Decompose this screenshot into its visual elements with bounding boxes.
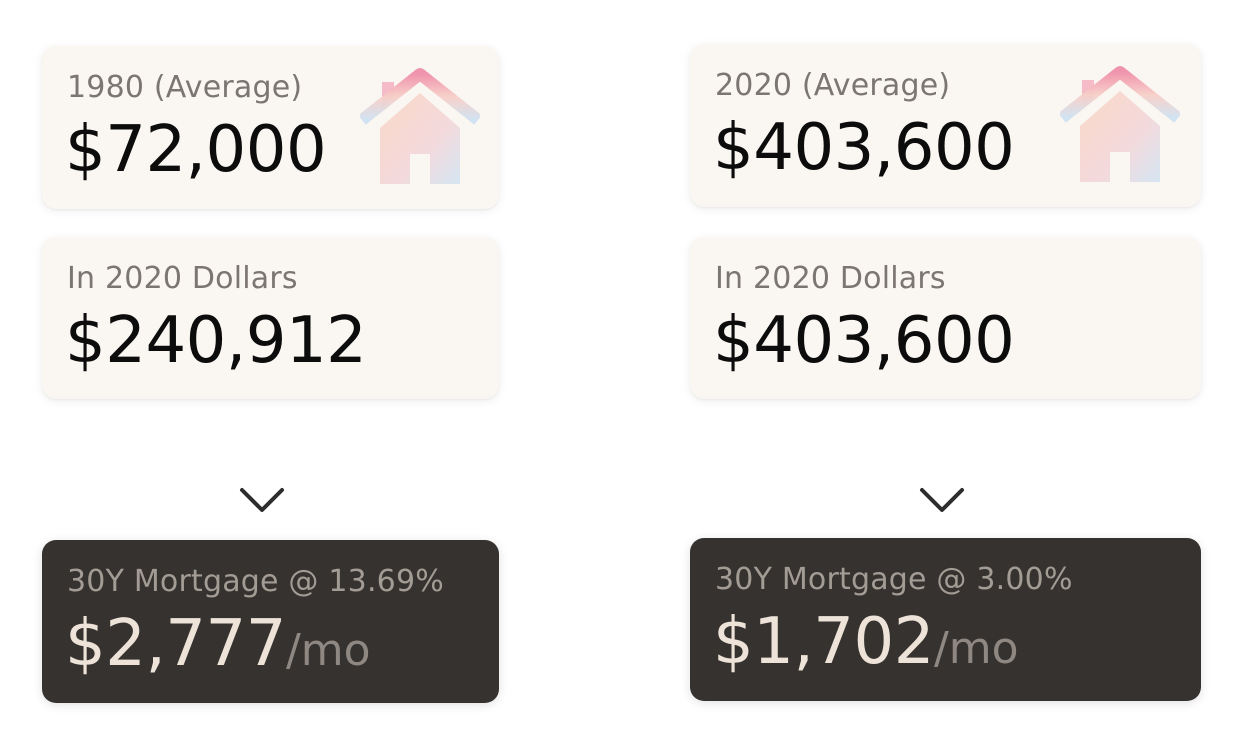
adjusted-price: $403,600	[713, 304, 1015, 378]
adjusted-price-card-right: In 2020 Dollars $403,600	[690, 237, 1201, 399]
adjusted-price: $240,912	[65, 304, 367, 378]
mortgage-payment: $1,702	[713, 605, 934, 679]
mortgage-label: 30Y Mortgage @ 3.00%	[715, 562, 1073, 597]
mortgage-payment-line: $1,702/mo	[713, 610, 1019, 674]
mortgage-payment: $2,777	[65, 607, 286, 681]
year-price: $403,600	[713, 111, 1015, 185]
adjusted-label: In 2020 Dollars	[67, 261, 298, 296]
house-icon	[360, 68, 480, 184]
year-price-card-2020: 2020 (Average) $403,600	[690, 44, 1201, 207]
house-icon	[1060, 66, 1180, 182]
mortgage-label: 30Y Mortgage @ 13.69%	[67, 564, 444, 599]
mortgage-unit: /mo	[933, 623, 1019, 674]
adjusted-price-card-left: In 2020 Dollars $240,912	[42, 237, 499, 399]
year-price: $72,000	[65, 113, 327, 187]
mortgage-card-left: 30Y Mortgage @ 13.69% $2,777/mo	[42, 540, 499, 703]
year-label: 1980 (Average)	[67, 70, 303, 105]
arrow-down-icon	[240, 430, 284, 512]
adjusted-label: In 2020 Dollars	[715, 261, 946, 296]
arrow-down-icon	[920, 430, 964, 512]
mortgage-unit: /mo	[285, 625, 371, 676]
year-price-card-1980: 1980 (Average) $72,000	[42, 46, 499, 209]
mortgage-payment-line: $2,777/mo	[65, 612, 371, 676]
year-label: 2020 (Average)	[715, 68, 951, 103]
mortgage-card-right: 30Y Mortgage @ 3.00% $1,702/mo	[690, 538, 1201, 701]
